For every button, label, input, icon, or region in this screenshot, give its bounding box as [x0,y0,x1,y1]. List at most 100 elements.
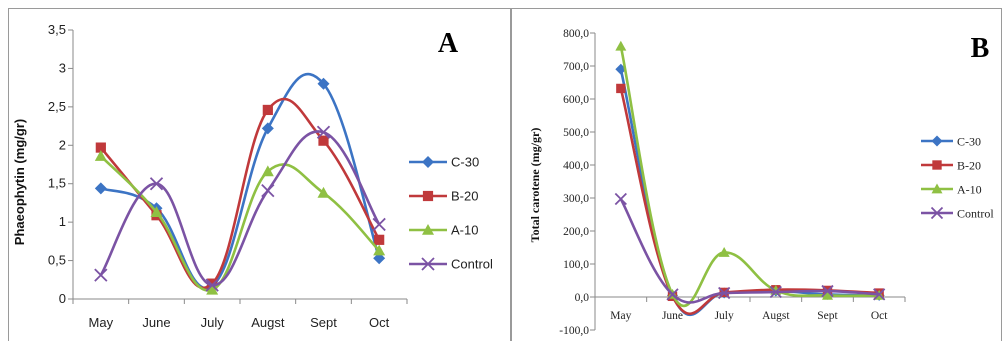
x-tick-label: Augst [251,315,285,330]
legend-marker [422,224,434,235]
x-tick-label: Oct [871,310,888,322]
data-point [718,246,730,257]
data-point [205,278,219,292]
data-point [374,234,385,245]
data-point [318,135,329,146]
legend-marker [422,156,434,168]
legend-label: A-10 [451,223,478,238]
y-axis-label: Total carotene (mg/gr) [528,128,542,243]
legend-entry: C-30 [409,155,479,170]
series-group [614,40,886,316]
x-tick-label: Sept [310,315,337,330]
x-tick-label: July [715,310,734,322]
legend-marker [932,160,942,170]
data-point [261,165,274,177]
x-tick-label: May [610,310,631,322]
y-tick-label: -100,0 [559,325,589,337]
data-point [149,177,164,191]
y-tick-label: 0,5 [48,253,66,268]
y-tick-label: 1,5 [48,176,66,191]
data-point [616,83,626,94]
legend-marker [422,190,434,202]
y-tick-label: 400,0 [563,160,589,172]
series-line [100,72,381,290]
panel-label: B [971,33,990,64]
legend-entry: B-20 [409,189,478,204]
legend-label: C-30 [451,155,479,170]
x-tick-label: June [142,315,170,330]
series-a-10 [615,40,885,307]
series-c-30 [94,72,386,292]
legend-label: B-20 [957,159,981,173]
x-tick-label: June [662,310,683,322]
data-point [316,125,331,139]
y-tick-label: 300,0 [563,193,589,205]
series-line [99,97,381,290]
data-point [207,278,218,289]
data-point [666,288,679,301]
data-point [372,217,386,232]
legend: C-30 B-20 A-10 Control [921,135,994,221]
legend-label: B-20 [451,189,478,204]
series-a-10 [94,150,386,295]
y-tick-label: 0,0 [575,292,590,304]
data-point [317,77,330,90]
legend-entry: Control [921,207,994,221]
data-point [873,288,886,301]
legend-marker [930,206,944,220]
y-tick-label: 500,0 [563,127,589,139]
data-point [261,122,274,135]
data-point [206,283,219,295]
y-tick-label: 2,5 [48,99,66,114]
data-point [94,150,107,161]
y-tick-label: 100,0 [563,259,589,271]
y-tick-label: 0 [59,291,66,306]
series-line [99,155,381,292]
legend: C-30 B-20 A-10 Control [409,155,493,272]
legend-label: A-10 [957,183,982,197]
series-line [99,130,381,287]
legend-label: C-30 [957,135,981,149]
legend-entry: Control [409,257,493,272]
data-point [614,192,627,206]
series-control [94,125,386,292]
chart-panel-a: Phaeophytin (mg/gr) A 0 0,5 1 1,5 2 2,5 3 3,5 Ma… [12,22,493,330]
data-point [262,104,273,116]
axes: -100,0 0,0 100,0 200,0 300,0 400,0 500,0 600,0 7… [559,28,906,337]
x-tick-label: Sept [817,310,838,322]
data-point [718,286,731,300]
y-tick-label: 600,0 [563,94,589,106]
legend-entry: A-10 [921,183,982,197]
data-point [317,186,330,198]
data-point [94,182,107,195]
data-point [821,284,834,298]
y-tick-label: 2 [59,137,66,152]
legend-entry: B-20 [921,159,981,173]
data-point [150,206,163,217]
series-group [94,72,386,295]
y-tick-label: 3 [59,60,66,75]
legend-entry: A-10 [409,223,478,238]
chart-panel-b: Total carotene (mg/gr) B -100,0 0,0 100,0 2… [528,28,994,337]
x-tick-label: May [89,315,114,330]
y-tick-label: 1 [59,214,66,229]
series-b-20 [616,83,884,315]
y-tick-label: 800,0 [563,28,589,40]
series-line [619,45,880,307]
data-point [94,268,108,282]
data-point [261,183,275,198]
series-control [614,192,886,304]
x-tick-label: Augst [762,310,790,322]
y-tick-label: 3,5 [48,22,66,37]
panel-a-frame [8,8,511,341]
legend-marker [421,257,435,271]
panel-label: A [438,28,459,59]
data-point [769,285,782,299]
y-tick-label: 700,0 [563,61,589,73]
data-point [615,40,627,51]
data-point [822,289,833,300]
data-point [95,142,106,153]
legend-marker [931,135,943,147]
y-tick-label: 200,0 [563,226,589,238]
